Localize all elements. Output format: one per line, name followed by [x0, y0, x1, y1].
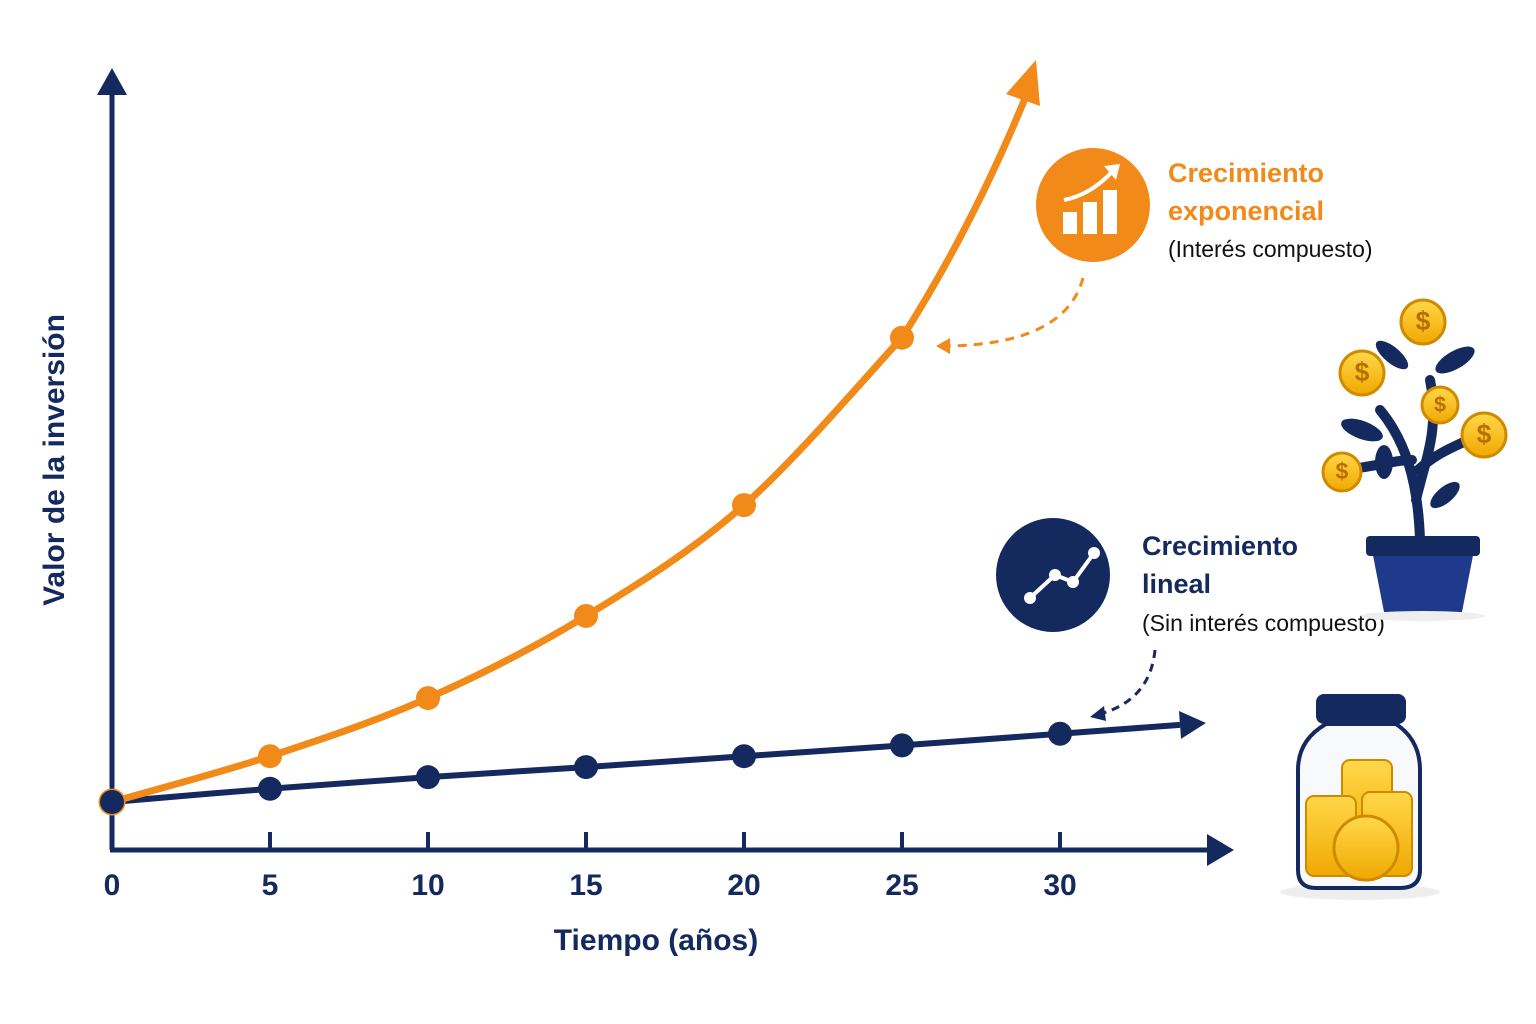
plot-area: 0 5 10 15 20 25 30: [98, 60, 1206, 902]
annotation-note: (Sin interés compuesto): [1142, 610, 1385, 636]
exponential-icon: [1036, 148, 1150, 262]
coin: [1321, 451, 1363, 493]
coin-symbol: $: [1416, 306, 1431, 336]
annotation-title: Crecimiento: [1142, 531, 1298, 561]
data-point: [574, 755, 598, 780]
coin-symbol: $: [1477, 419, 1492, 449]
annotation-connector: [1099, 649, 1157, 716]
annotation-arrow: [1090, 706, 1106, 721]
linear-icon: [996, 518, 1110, 632]
money-tree-icon: [1340, 340, 1485, 621]
x-axis-label: Tiempo (años): [554, 924, 758, 957]
annotation-note: (Interés compuesto): [1168, 236, 1373, 262]
data-point: [416, 765, 440, 790]
x-tick-label: 10: [411, 869, 444, 902]
data-point: [732, 744, 756, 769]
x-tick-label: 30: [1043, 869, 1076, 902]
y-axis-arrow: [97, 68, 127, 95]
data-point: [890, 733, 914, 758]
annotation-arrow: [936, 338, 950, 354]
x-tick-label: 25: [885, 869, 918, 902]
x-tick-label: 15: [569, 869, 602, 902]
trend-arrow: [1006, 60, 1040, 106]
coin: [1420, 385, 1460, 425]
coin: [1460, 411, 1508, 459]
annotation-title: Crecimiento: [1168, 158, 1324, 188]
data-point: [258, 776, 282, 801]
coins: $$$$$$: [1321, 298, 1508, 868]
annotation-connector: [944, 277, 1085, 348]
trend-extension: [899, 94, 1030, 340]
data-point: [732, 493, 756, 518]
y-axis-label: Valor de la inversión: [38, 314, 71, 606]
data-point: [416, 686, 440, 711]
x-tick-label: 20: [727, 869, 760, 902]
x-tick-label: 0: [104, 869, 121, 902]
coin-jar-icon: [1280, 694, 1440, 900]
coin: [1399, 298, 1447, 346]
coin-symbol: $: [1336, 458, 1349, 484]
trend-extension: [1059, 721, 1181, 737]
data-point: [890, 325, 914, 350]
coin-symbol: $: [1355, 357, 1370, 387]
annotation-title: lineal: [1142, 569, 1211, 599]
data-point: [258, 744, 282, 769]
x-tick-label: 5: [262, 869, 279, 902]
coin: [1338, 349, 1386, 397]
x-axis-arrow: [1207, 834, 1234, 866]
annotation-title: exponencial: [1168, 196, 1324, 226]
trend-arrow: [1178, 710, 1206, 739]
coin-symbol: $: [1434, 392, 1446, 417]
data-point: [1048, 721, 1072, 746]
series-line: [111, 335, 905, 806]
data-point: [574, 603, 598, 628]
data-point: [100, 789, 124, 814]
